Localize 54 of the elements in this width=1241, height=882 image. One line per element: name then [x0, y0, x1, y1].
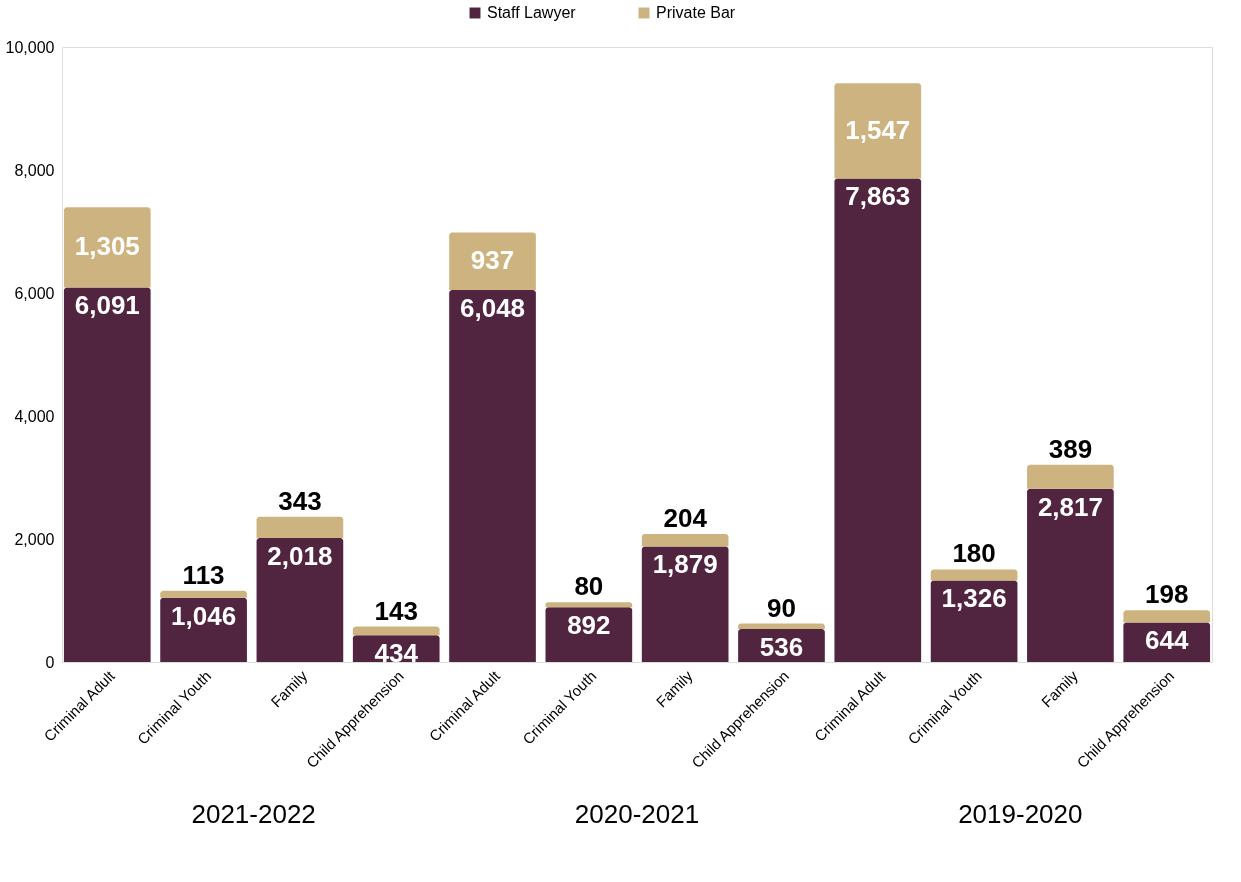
bar — [545, 602, 633, 608]
y-tick-label: 10,000 — [5, 38, 55, 56]
bar — [1027, 488, 1114, 662]
text: 2019-2020 — [958, 799, 1083, 829]
bar — [449, 290, 536, 662]
legend-label: Private Bar — [656, 4, 736, 21]
data-label: 6,048 — [459, 293, 526, 324]
bar — [738, 623, 825, 630]
data-label: 1,046 — [171, 600, 237, 631]
text: 2020-2021 — [574, 799, 700, 829]
data-label: 1,326 — [941, 583, 1007, 614]
data-label: 204 — [663, 502, 708, 533]
bar — [352, 626, 440, 636]
data-label: 434 — [374, 638, 419, 669]
data-label: 1,305 — [74, 231, 140, 262]
text: 2021-2022 — [191, 799, 316, 829]
data-label: 80 — [574, 571, 604, 602]
data-label: 198 — [1145, 579, 1189, 610]
y-tick-label: 4,000 — [14, 407, 55, 425]
bar — [1123, 610, 1211, 623]
bar — [1027, 464, 1114, 489]
data-label: 6,091 — [74, 290, 140, 321]
y-tick-label: 6,000 — [14, 284, 55, 302]
bar — [63, 207, 151, 288]
data-label: 343 — [278, 485, 322, 516]
bar — [641, 546, 729, 662]
data-label: 1,879 — [652, 549, 718, 580]
data-label: 644 — [1145, 625, 1189, 656]
data-label: 536 — [759, 632, 804, 663]
bar — [930, 569, 1018, 581]
data-label: 113 — [182, 559, 225, 590]
bar — [834, 83, 922, 179]
data-label: 90 — [767, 592, 796, 623]
data-label: 2,018 — [267, 540, 333, 571]
bar — [641, 533, 729, 547]
data-label: 937 — [470, 245, 515, 276]
y-tick-label: 8,000 — [14, 161, 55, 179]
data-label: 389 — [1048, 433, 1093, 464]
bar — [63, 287, 151, 662]
bar — [160, 590, 247, 598]
data-label: 7,863 — [845, 181, 911, 212]
bar — [834, 178, 922, 662]
data-label: 1,547 — [845, 114, 911, 145]
data-label: 180 — [952, 538, 996, 569]
y-tick-label: 0 — [45, 653, 55, 671]
bar — [449, 232, 536, 291]
legend-label: Staff Lawyer — [487, 4, 577, 21]
bar — [256, 516, 344, 538]
y-tick-label: 2,000 — [14, 530, 55, 548]
bar — [256, 537, 344, 662]
data-label: 892 — [567, 610, 611, 641]
data-label: 143 — [374, 595, 418, 626]
bar — [930, 580, 1018, 662]
data-label: 2,817 — [1037, 491, 1103, 522]
